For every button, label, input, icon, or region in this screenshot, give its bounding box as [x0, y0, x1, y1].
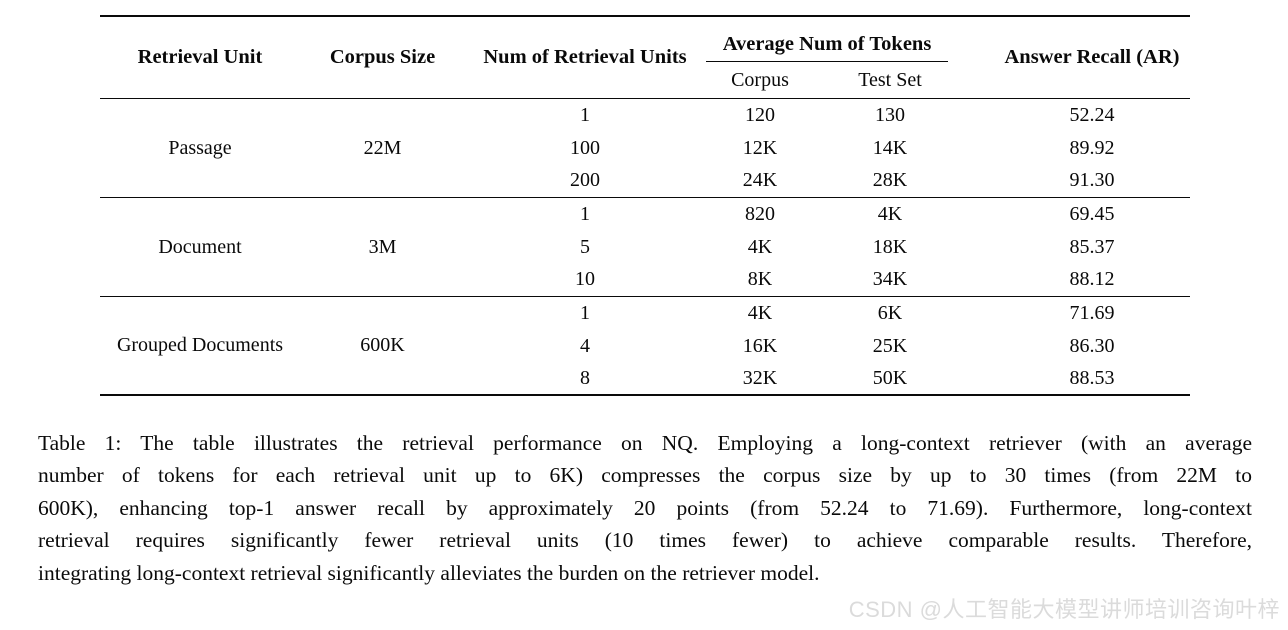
- header-answer-recall: Answer Recall (AR): [965, 16, 1190, 99]
- table-row: 100 12K 14K 89.92: [100, 131, 1190, 164]
- cell-corpus-size: 22M: [300, 97, 465, 197]
- caption-line: 600K), enhancing top-1 answer recall by …: [38, 495, 1252, 520]
- retrieval-performance-table: Retrieval Unit Corpus Size Num of Retrie…: [100, 15, 1190, 396]
- header-average-num-tokens: Average Num of Tokens: [705, 16, 965, 62]
- cell-answer-recall: 71.69: [965, 295, 1190, 329]
- table-header: Retrieval Unit Corpus Size Num of Retrie…: [100, 16, 1190, 99]
- table-row: 10 8K 34K 88.12: [100, 263, 1190, 296]
- header-corpus-size: Corpus Size: [300, 16, 465, 99]
- cell-corpus-tokens: 32K: [742, 367, 778, 389]
- cell-test-tokens: 130: [815, 97, 965, 131]
- cell-corpus-tokens: 4K: [705, 295, 815, 329]
- cell-answer-recall: 52.24: [965, 97, 1190, 131]
- cell-corpus-tokens: 16K: [742, 334, 778, 357]
- cell-num-units: 1: [465, 97, 705, 131]
- cell-unit: Grouped Documents: [100, 295, 300, 395]
- header-retrieval-unit: Retrieval Unit: [100, 16, 300, 99]
- cell-answer-recall: 85.37: [1069, 235, 1115, 258]
- group-grouped-documents: Grouped Documents 600K 1 4K 6K 71.69 4 1…: [100, 295, 1190, 395]
- cell-test-tokens: 34K: [872, 268, 908, 291]
- subheader-test-set: Test Set: [815, 62, 965, 99]
- cell-answer-recall: 91.30: [1069, 169, 1115, 192]
- cell-test-tokens: 14K: [872, 136, 908, 159]
- cell-num-units: 5: [580, 235, 590, 258]
- csdn-watermark: CSDN @人工智能大模型讲师培训咨询叶梓: [848, 597, 1280, 622]
- cell-num-units: 4: [580, 334, 590, 357]
- table-row: 200 24K 28K 91.30: [100, 164, 1190, 197]
- cell-corpus-tokens: 12K: [742, 136, 778, 159]
- cell-unit: Passage: [100, 97, 300, 197]
- cell-num-units: 200: [570, 169, 600, 192]
- caption-line: number of tokens for each retrieval unit…: [38, 463, 1252, 488]
- subheader-corpus: Corpus: [705, 62, 815, 99]
- cell-answer-recall: 88.12: [1069, 268, 1115, 291]
- cell-num-units: 1: [465, 196, 705, 230]
- cell-corpus-tokens: 120: [705, 97, 815, 131]
- table-row: 5 4K 18K 85.37: [100, 230, 1190, 263]
- cell-corpus-tokens: 8K: [747, 268, 773, 291]
- caption-line: Table 1: The table illustrates the retri…: [38, 431, 1252, 455]
- cell-num-units: 1: [465, 295, 705, 329]
- table-row: Passage 22M 1 120 130 52.24: [100, 97, 1190, 197]
- cell-answer-recall: 86.30: [1069, 334, 1115, 357]
- caption-line: integrating long-context retrieval signi…: [38, 560, 820, 585]
- header-num-retrieval-units: Num of Retrieval Units: [465, 16, 705, 99]
- group-document: Document 3M 1 820 4K 69.45 5 4K 18K 85.3…: [100, 196, 1190, 296]
- cell-test-tokens: 25K: [872, 334, 908, 357]
- caption-line: retrieval requires significantly fewer r…: [38, 528, 1252, 553]
- cell-num-units: 8: [580, 367, 590, 389]
- cell-num-units: 10: [575, 268, 595, 291]
- cell-corpus-size: 3M: [300, 196, 465, 296]
- cell-num-units: 100: [570, 136, 600, 159]
- cell-test-tokens: 28K: [872, 169, 908, 192]
- cell-test-tokens: 50K: [872, 367, 908, 389]
- group-passage: Passage 22M 1 120 130 52.24 100 12K 14K …: [100, 97, 1190, 197]
- cell-test-tokens: 4K: [815, 196, 965, 230]
- cell-test-tokens: 18K: [872, 235, 908, 258]
- cell-answer-recall: 69.45: [965, 196, 1190, 230]
- cell-unit: Document: [100, 196, 300, 296]
- table-row: Document 3M 1 820 4K 69.45: [100, 196, 1190, 296]
- cell-corpus-tokens: 24K: [742, 169, 778, 192]
- table-row: 4 16K 25K 86.30: [100, 329, 1190, 362]
- cell-corpus-tokens: 4K: [747, 235, 773, 258]
- cell-answer-recall: 88.53: [1069, 367, 1115, 389]
- cell-test-tokens: 6K: [815, 295, 965, 329]
- table-caption: Table 1: The table illustrates the retri…: [38, 427, 1252, 589]
- cell-corpus-tokens: 820: [705, 196, 815, 230]
- header-average-num-tokens-label: Average Num of Tokens: [706, 33, 948, 62]
- table-row: Grouped Documents 600K 1 4K 6K 71.69: [100, 295, 1190, 395]
- cell-answer-recall: 89.92: [1069, 136, 1115, 159]
- cell-corpus-size: 600K: [300, 295, 465, 395]
- table-row: 8 32K 50K 88.53: [100, 362, 1190, 395]
